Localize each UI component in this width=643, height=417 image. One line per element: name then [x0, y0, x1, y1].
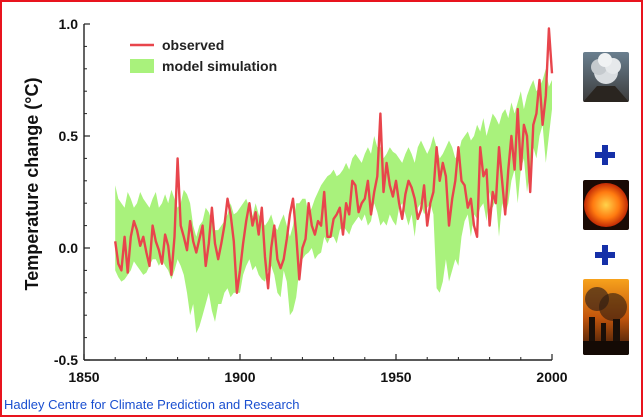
y-tick-label: -0.5 — [54, 352, 78, 368]
volcano-eruption-image — [583, 52, 629, 102]
y-tick-label: 1.0 — [59, 16, 79, 32]
y-tick-label: 0.5 — [59, 128, 79, 144]
legend-label-model: model simulation — [162, 58, 277, 74]
plus-icon — [593, 243, 617, 267]
industrial-smoke-image — [583, 279, 629, 355]
sun-image — [583, 180, 629, 230]
legend-label-observed: observed — [162, 37, 224, 53]
x-tick-label: 1850 — [68, 369, 99, 385]
credit-text: Hadley Centre for Climate Prediction and… — [4, 397, 300, 412]
x-tick-label: 1900 — [224, 369, 255, 385]
legend-swatch-model — [130, 59, 154, 73]
y-axis-title: Temperature change (°C) — [22, 78, 42, 291]
plus-icon — [593, 143, 617, 167]
observed-series-line — [114, 27, 554, 294]
x-tick-label: 2000 — [536, 369, 567, 385]
y-tick-label: 0.0 — [59, 240, 79, 256]
x-tick-label: 1950 — [380, 369, 411, 385]
model-simulation-band — [115, 68, 552, 334]
